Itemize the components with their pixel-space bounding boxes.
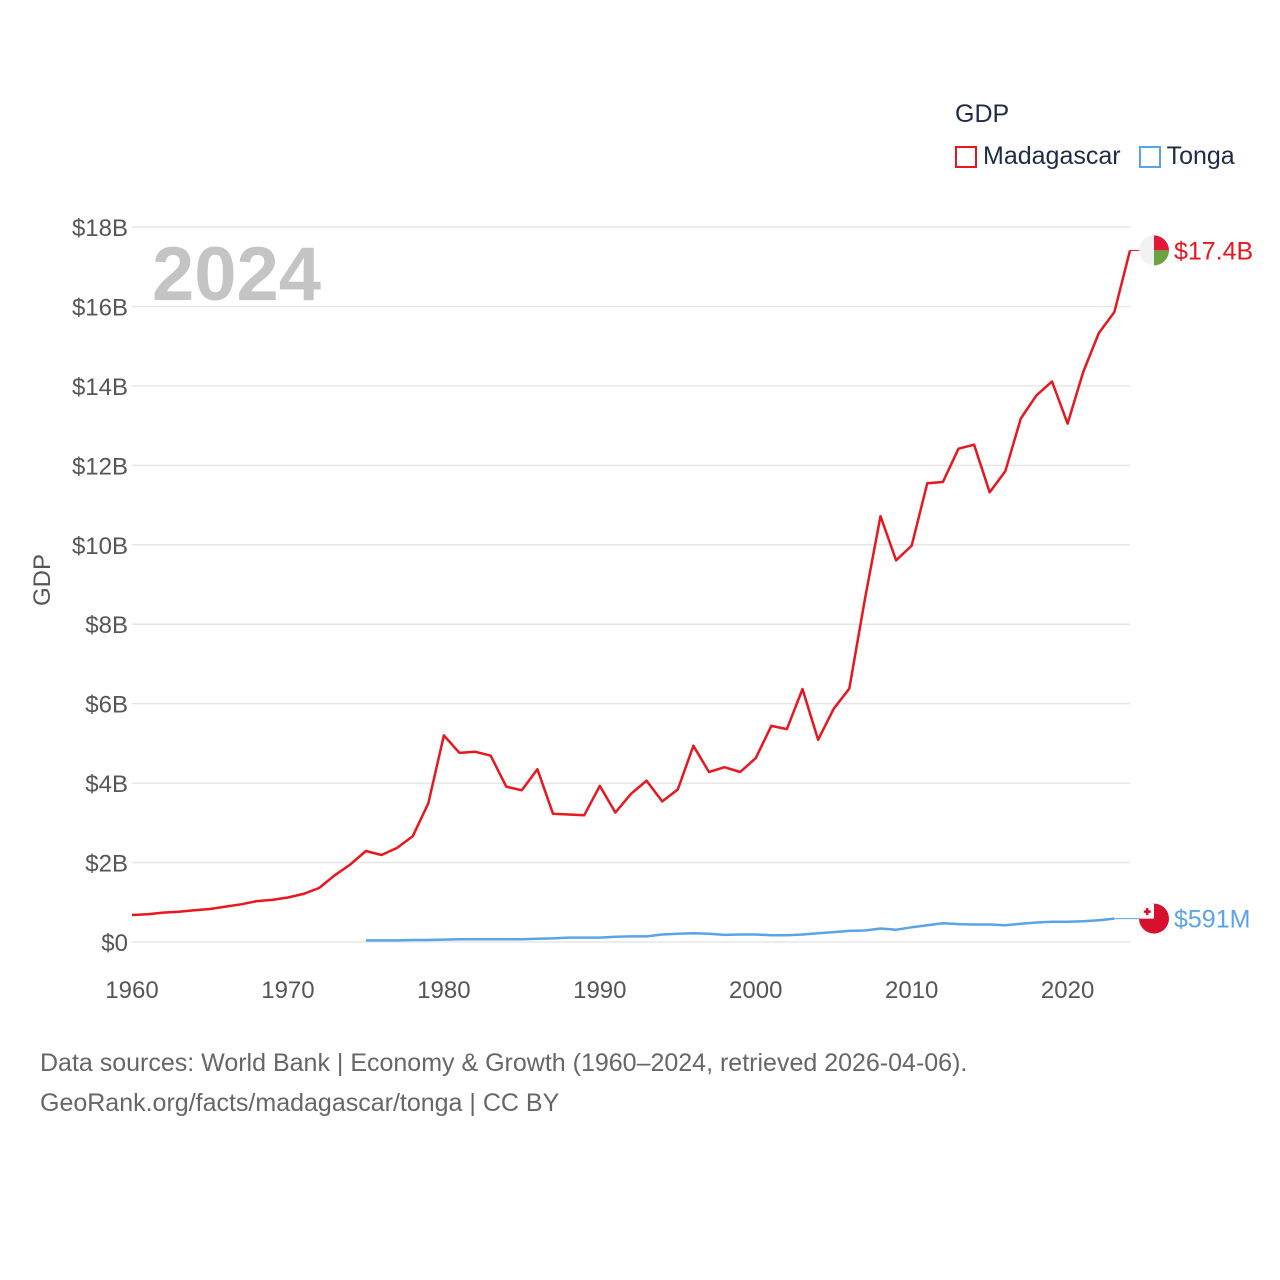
- source-line-1: Data sources: World Bank | Economy & Gro…: [40, 1049, 968, 1077]
- y-tick-label: $0: [101, 930, 128, 957]
- series-end-label-madagascar: $17.4B: [1174, 237, 1253, 265]
- x-tick-label: 2020: [1041, 977, 1094, 1004]
- gdp-line-chart: $0 $2B $4B $6B $8B $10B $12B $14B $16B $18B 1960 19…: [29, 215, 1253, 1004]
- x-tick-label: 2000: [729, 977, 782, 1004]
- legend-swatch-madagascar: [955, 145, 977, 168]
- y-axis-title: GDP: [29, 554, 56, 606]
- madagascar-flag-red: [1154, 235, 1169, 251]
- legend-label-tonga: Tonga: [1166, 142, 1235, 170]
- x-tick-label: 1980: [417, 977, 470, 1004]
- y-tick-label: $8B: [85, 612, 128, 639]
- y-tick-label: $4B: [85, 771, 128, 798]
- legend-title: GDP: [955, 100, 1010, 128]
- legend-item-tonga[interactable]: Tonga: [1138, 142, 1235, 171]
- series-end-label-tonga: $591M: [1174, 906, 1250, 934]
- source-note: Data sources: World Bank | Economy & Gro…: [40, 1043, 967, 1123]
- y-tick-label: $10B: [72, 533, 128, 560]
- y-tick-label: $16B: [72, 294, 128, 321]
- tonga-flag-cross-h: [1143, 910, 1151, 913]
- x-tick-label: 1960: [105, 977, 158, 1004]
- source-line-2[interactable]: GeoRank.org/facts/madagascar/tonga | CC …: [40, 1089, 560, 1117]
- y-tick-label: $6B: [85, 692, 128, 719]
- madagascar-flag-green: [1154, 250, 1169, 266]
- series-line-madagascar: [131, 250, 1132, 917]
- y-tick-label: $12B: [72, 453, 128, 480]
- x-tick-label: 2010: [885, 977, 938, 1004]
- series-line-tonga: [365, 917, 1115, 942]
- year-label: 2024: [152, 232, 321, 317]
- legend-label-madagascar: Madagascar: [983, 142, 1121, 170]
- x-tick-label: 1990: [573, 977, 626, 1004]
- x-tick-label: 1970: [261, 977, 314, 1004]
- legend-item-madagascar[interactable]: Madagascar: [955, 142, 1121, 171]
- y-tick-label: $2B: [85, 851, 128, 878]
- legend-swatch-tonga: [1138, 145, 1161, 168]
- legend: Madagascar Tonga: [955, 142, 1253, 171]
- y-tick-label: $14B: [72, 374, 128, 401]
- y-tick-label: $18B: [72, 215, 128, 242]
